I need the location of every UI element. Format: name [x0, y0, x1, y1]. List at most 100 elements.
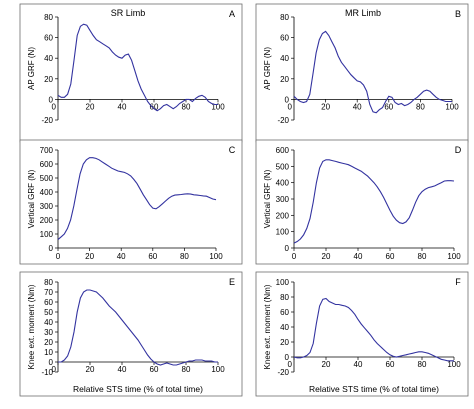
sr-limb-vertical-grf-y-tick-label: 300	[40, 202, 54, 211]
mr-limb-ap-grf-y-tick-label: 20	[280, 75, 289, 84]
sr-limb-vertical-grf-y-tick-label: 100	[40, 230, 54, 239]
sr-limb-ap-grf-y-tick-label: 0	[49, 95, 54, 104]
sr-limb-vertical-grf-x-tick-label: 80	[180, 252, 189, 261]
sr-limb-vertical-grf-x-tick-label: 20	[85, 252, 94, 261]
mr-limb-knee-moment-x-tick-label: 40	[354, 360, 363, 369]
mr-limb-knee-moment-y-tick-label: 40	[280, 323, 289, 332]
mr-limb-vertical-grf-x-tick-label: 80	[418, 252, 427, 261]
mr-limb-ap-grf-y-tick-label: 80	[280, 13, 289, 22]
sr-limb-ap-grf-y-tick-label: 20	[44, 75, 53, 84]
sr-limb-ap-grf-x-tick-label: 20	[86, 102, 95, 111]
mr-limb-vertical-grf-x-tick-label: 40	[354, 252, 363, 261]
mr-limb-ap-grf-x-tick-label: 20	[321, 102, 330, 111]
sr-limb-vertical-grf-y-tick-label: 700	[40, 146, 54, 155]
sr-limb-ap-grf-x-tick-label: 80	[182, 102, 191, 111]
mr-limb-ap-grf-panel-letter: B	[455, 9, 461, 19]
sr-limb-knee-moment-y-tick-label: -10	[41, 368, 53, 377]
sr-limb-knee-moment-y-tick-label: 40	[44, 318, 53, 327]
mr-limb-ap-grf-y-tick-label: 0	[285, 95, 290, 104]
sr-limb-vertical-grf-y-tick-label: 400	[40, 188, 54, 197]
sr-limb-knee-moment-x-tick-label: 0	[52, 365, 57, 374]
sr-limb-vertical-grf-x-tick-label: 100	[209, 252, 223, 261]
mr-limb-knee-moment-series-line	[293, 297, 454, 362]
mr-limb-vertical-grf-y-tick-label: 300	[276, 195, 290, 204]
mr-limb-knee-moment-panel-letter: F	[455, 277, 461, 287]
sr-limb-ap-grf-y-tick-label: -20	[41, 116, 53, 125]
sr-limb-knee-moment-panel-letter: E	[229, 277, 235, 287]
sr-limb-knee-moment-y-axis-title: Knee ext. moment (Nm)	[27, 284, 36, 369]
mr-limb-vertical-grf-x-tick-label: 0	[292, 252, 297, 261]
sr-limb-vertical-grf-x-tick-label: 60	[148, 252, 157, 261]
mr-limb-ap-grf-x-tick-label: 60	[384, 102, 393, 111]
sr-limb-ap-grf-y-tick-label: 80	[44, 13, 53, 22]
sr-limb-vertical-grf-x-tick-label: 0	[56, 252, 61, 261]
sr-limb-knee-moment-panel-frame	[19, 271, 243, 397]
mr-limb-knee-moment-y-tick-label: 100	[276, 278, 290, 287]
sr-limb-ap-grf-panel-frame	[19, 3, 243, 143]
sr-limb-ap-grf-y-tick-label: 40	[44, 54, 53, 63]
mr-limb-x-axis-title: Relative STS time (% of total time)	[309, 384, 439, 394]
sr-limb-knee-moment-x-tick-label: 60	[150, 365, 159, 374]
sr-limb-vertical-grf-x-tick-label: 40	[117, 252, 126, 261]
mr-limb-knee-moment-y-tick-label: -20	[277, 368, 289, 377]
mr-limb-knee-moment-y-axis-title: Knee ext. moment (Nm)	[263, 284, 272, 369]
mr-limb-ap-grf-x-tick-label: 40	[353, 102, 362, 111]
sr-limb-knee-moment-x-tick-label: 40	[118, 365, 127, 374]
mr-limb-knee-moment-y-tick-label: 20	[280, 338, 289, 347]
sr-limb-ap-grf-x-tick-label: 0	[52, 102, 57, 111]
sr-limb-knee-moment-y-tick-label: 30	[44, 328, 53, 337]
mr-limb-knee-moment-x-tick-label: 100	[447, 360, 461, 369]
mr-limb-knee-moment-x-tick-label: 20	[322, 360, 331, 369]
mr-limb-vertical-grf-y-tick-label: 100	[276, 228, 290, 237]
mr-limb-vertical-grf-y-tick-label: 400	[276, 179, 290, 188]
sr-limb-ap-grf-panel-letter: A	[229, 9, 235, 19]
mr-limb-knee-moment-x-tick-label: 80	[418, 360, 427, 369]
mr-limb-ap-grf-y-tick-label: 40	[280, 54, 289, 63]
sr-limb-vertical-grf-series-line	[57, 157, 217, 241]
mr-limb-vertical-grf-y-axis-title: Vertical GRF (N)	[263, 169, 272, 228]
mr-limb-vertical-grf-y-tick-label: 500	[276, 162, 290, 171]
mr-limb-vertical-grf-x-tick-label: 60	[386, 252, 395, 261]
mr-limb-vertical-grf-y-tick-label: 600	[276, 146, 290, 155]
sr-limb-knee-moment-y-tick-label: 70	[44, 288, 53, 297]
mr-limb-knee-moment-y-tick-label: 60	[280, 308, 289, 317]
sr-limb-ap-grf-x-tick-label: 60	[150, 102, 159, 111]
mr-limb-vertical-grf-x-tick-label: 20	[322, 252, 331, 261]
sr-limb-x-axis-title: Relative STS time (% of total time)	[73, 384, 203, 394]
sr-limb-ap-grf-y-tick-label: 60	[44, 34, 53, 43]
sr-limb-vertical-grf-y-tick-label: 600	[40, 160, 54, 169]
sr-limb-knee-moment-series-line	[58, 289, 218, 366]
mr-limb-ap-grf-panel-title: MR Limb	[345, 8, 381, 18]
mr-limb-vertical-grf-series-line	[293, 159, 455, 244]
mr-limb-knee-moment-panel-frame	[255, 271, 469, 397]
sr-limb-knee-moment-y-tick-label: 60	[44, 298, 53, 307]
sr-limb-ap-grf-y-axis-title: AP GRF (N)	[27, 47, 36, 90]
sr-limb-ap-grf-x-tick-label: 40	[118, 102, 127, 111]
sr-limb-knee-moment-y-tick-label: 0	[49, 358, 54, 367]
mr-limb-ap-grf-x-tick-label: 100	[445, 102, 459, 111]
sr-limb-knee-moment-x-tick-label: 100	[211, 365, 225, 374]
sr-limb-knee-moment-y-tick-label: 20	[44, 338, 53, 347]
sr-limb-vertical-grf-y-tick-label: 200	[40, 216, 54, 225]
sr-limb-knee-moment-x-tick-label: 80	[182, 365, 191, 374]
sr-limb-vertical-grf-panel-frame	[19, 139, 243, 265]
sr-limb-vertical-grf-panel-letter: C	[229, 145, 236, 155]
sr-limb-ap-grf-series-line	[57, 23, 218, 112]
sr-limb-vertical-grf-y-tick-label: 500	[40, 174, 54, 183]
mr-limb-knee-moment-x-tick-label: 0	[288, 360, 293, 369]
sr-limb-vertical-grf-y-tick-label: 0	[49, 244, 54, 253]
mr-limb-ap-grf-series-line	[293, 30, 452, 114]
sr-limb-ap-grf-x-tick-label: 100	[211, 102, 225, 111]
mr-limb-ap-grf-panel-frame	[255, 3, 469, 143]
mr-limb-vertical-grf-x-tick-label: 100	[447, 252, 461, 261]
mr-limb-knee-moment-x-tick-label: 60	[386, 360, 395, 369]
mr-limb-ap-grf-y-tick-label: -20	[277, 116, 289, 125]
mr-limb-vertical-grf-y-tick-label: 200	[276, 211, 290, 220]
mr-limb-ap-grf-y-tick-label: 60	[280, 34, 289, 43]
sr-limb-knee-moment-y-tick-label: 10	[44, 348, 53, 357]
sr-limb-knee-moment-y-tick-label: 50	[44, 308, 53, 317]
mr-limb-ap-grf-x-tick-label: 80	[416, 102, 425, 111]
mr-limb-vertical-grf-panel-frame	[255, 139, 469, 265]
mr-limb-vertical-grf-y-tick-label: 0	[285, 244, 290, 253]
